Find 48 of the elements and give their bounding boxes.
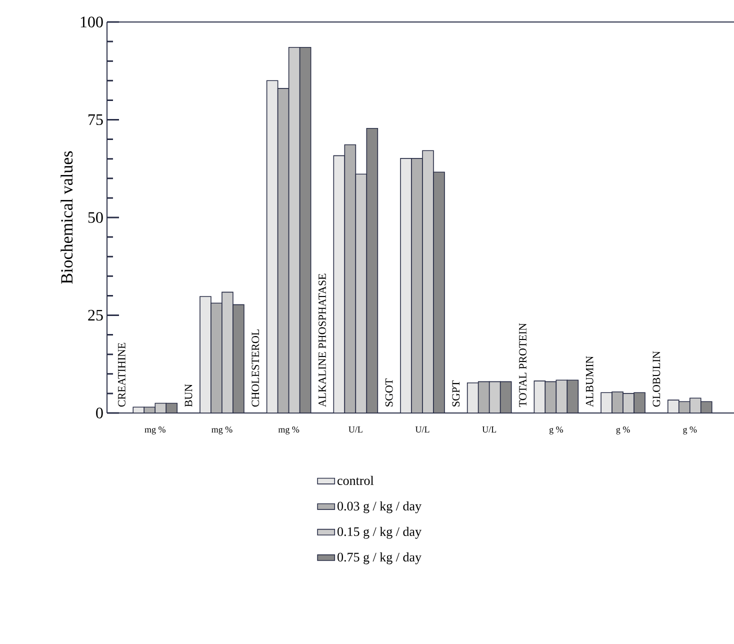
x-tick-label: mg % [278,426,300,434]
y-tick-label: 75 [88,114,103,126]
bar [566,380,579,413]
bar [544,381,557,413]
bar [266,80,278,413]
bar [299,47,312,413]
bar [534,380,546,413]
annotation: SGOT [385,378,393,406]
bar [556,380,568,413]
y-tick-label: 0 [96,408,103,418]
bar [344,144,356,413]
annotation: CHOLESTEROL [252,330,260,407]
annotation: GLOBULIN [652,351,660,407]
annotation: TOTAL PROTEIN [519,323,526,407]
x-tick-label: g % [549,426,564,434]
bar [232,304,244,413]
bar [400,158,412,413]
bar [422,150,434,413]
bar [411,158,423,413]
x-tick-label: mg % [212,426,232,434]
legend-label: 0.03 g / kg / day [338,501,422,514]
bar [222,292,234,413]
x-tick-label: U/L [415,426,430,433]
legend-label: 0.75 g / kg / day [338,552,422,564]
x-tick-label: U/L [482,426,496,433]
y-tick-label: 50 [88,212,103,223]
annotation: ALBUMIN [586,356,594,407]
legend-label: control [338,476,374,485]
annotation: BUN [184,384,192,407]
y-tick-label: 100 [80,16,103,28]
annotation: CREATIHINE [118,342,126,407]
bar [210,302,222,413]
x-tick-label: mg % [144,426,166,434]
x-tick-label: g % [616,426,630,434]
bar [366,128,378,413]
legend-label: 0.15 g / kg / day [338,526,422,539]
annotation: SGPT [452,380,460,406]
bar [200,296,212,413]
y-axis-title: Biochemical values [60,151,73,284]
bar [288,47,300,413]
x-tick-label: U/L [348,426,362,433]
bar [333,155,346,413]
bar [277,88,290,413]
y-tick-label: 25 [88,310,103,321]
bar [355,174,368,413]
annotation: ALKALINE PHOSPHATASE [318,274,326,407]
x-tick-label: g % [683,426,697,434]
bar [433,172,445,413]
